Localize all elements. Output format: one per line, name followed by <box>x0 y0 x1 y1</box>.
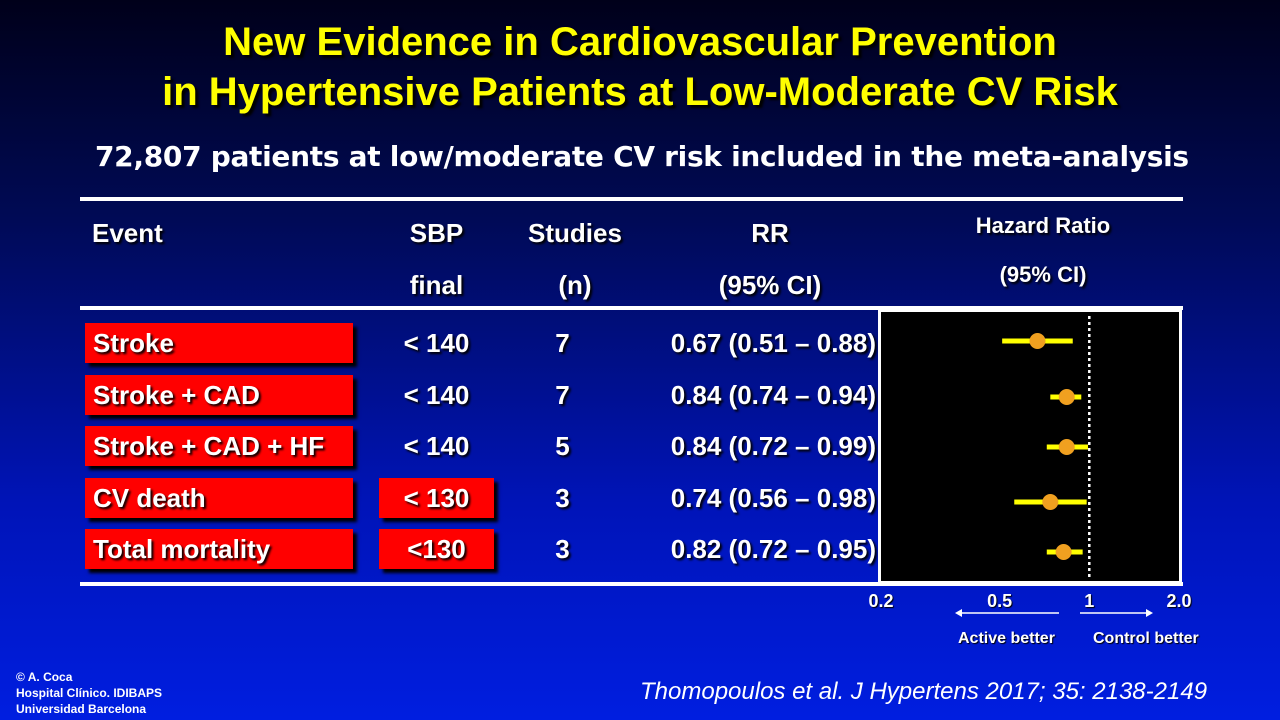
sbp-cell: < 140 <box>379 323 494 363</box>
header-event: Event <box>92 218 163 248</box>
rr-cell: 0.84 (0.74 – 0.94) <box>640 375 876 415</box>
title-line-2: in Hypertensive Patients at Low-Moderate… <box>162 70 1118 114</box>
sbp-value: < 140 <box>403 430 470 461</box>
rr-value: 0.74 (0.56 – 0.98) <box>670 482 876 513</box>
rr-cell: 0.84 (0.72 – 0.99) <box>640 426 876 466</box>
active-better-label: Active better <box>958 630 1055 647</box>
header-hazard-ratio-ci: (95% CI) <box>999 262 1087 287</box>
x-tick-label: 0.5 <box>987 591 1013 611</box>
table-header-rule <box>80 306 1183 310</box>
x-tick-label: 1 <box>1084 591 1095 611</box>
studies-cell: 7 <box>510 323 615 363</box>
left-arrow-head <box>955 609 962 617</box>
event-label: Stroke + CAD + HF <box>93 430 325 461</box>
title-line-1: New Evidence in Cardiovascular Preventio… <box>223 20 1057 64</box>
rr-cell: 0.82 (0.72 – 0.95) <box>640 529 876 569</box>
header-studies: Studies <box>528 218 622 248</box>
studies-cell: 5 <box>510 426 615 466</box>
control-better-label: Control better <box>1093 630 1199 647</box>
rr-value: 0.82 (0.72 – 0.95) <box>670 533 876 564</box>
x-tick-label: 2.0 <box>1166 591 1192 611</box>
event-box-stroke: Stroke <box>85 323 353 363</box>
sbp-value: < 130 <box>403 482 470 513</box>
studies-value: 3 <box>555 482 570 513</box>
x-tick-label: 0.2 <box>868 591 894 611</box>
event-label: Total mortality <box>93 533 271 564</box>
studies-cell: 7 <box>510 375 615 415</box>
rr-value: 0.67 (0.51 – 0.88) <box>670 327 876 358</box>
rr-value: 0.84 (0.72 – 0.99) <box>670 430 876 461</box>
header-hazard-ratio: Hazard Ratio <box>975 213 1111 238</box>
direction-arrows <box>955 609 1153 617</box>
sbp-value: < 140 <box>403 379 470 410</box>
event-box-total-mortality: Total mortality <box>85 529 353 569</box>
copyright: © A. Coca <box>16 670 73 684</box>
studies-value: 5 <box>555 430 570 461</box>
header-studies-n: (n) <box>558 270 592 300</box>
citation: Thomopoulos et al. J Hypertens 2017; 35:… <box>640 678 1208 705</box>
point-estimate-3 <box>1058 439 1075 455</box>
point-estimate-1 <box>1029 333 1046 349</box>
header-sbp: SBP <box>409 218 464 248</box>
studies-value: 7 <box>555 379 570 410</box>
table-bottom-rule <box>80 582 1183 586</box>
studies-cell: 3 <box>510 478 615 518</box>
point-estimate-4 <box>1042 494 1059 510</box>
institution-1: Hospital Clínico. IDIBAPS <box>16 686 163 700</box>
studies-value: 3 <box>555 533 570 564</box>
event-box-cv-death: CV death <box>85 478 353 518</box>
studies-cell: 3 <box>510 529 615 569</box>
event-box-stroke-cad-hf: Stroke + CAD + HF <box>85 426 353 466</box>
sbp-cell-highlighted: < 130 <box>379 478 494 518</box>
table-top-rule <box>80 197 1183 201</box>
point-estimate-5 <box>1055 544 1072 560</box>
sbp-cell: < 140 <box>379 426 494 466</box>
sbp-cell-highlighted: <130 <box>379 529 494 569</box>
header-sbp-final: final <box>409 270 464 300</box>
event-label: Stroke <box>93 327 174 358</box>
rr-value: 0.84 (0.74 – 0.94) <box>670 379 876 410</box>
subtitle: 72,807 patients at low/moderate CV risk … <box>95 140 1189 173</box>
event-label: Stroke + CAD <box>93 379 260 410</box>
event-label: CV death <box>93 482 206 513</box>
sbp-value: <130 <box>407 533 466 564</box>
header-rr: RR <box>751 218 789 248</box>
credits: © A. Coca Hospital Clínico. IDIBAPS Univ… <box>16 669 162 717</box>
header-rr-ci: (95% CI) <box>718 270 822 300</box>
rr-cell: 0.67 (0.51 – 0.88) <box>640 323 876 363</box>
right-arrow-head <box>1146 609 1153 617</box>
sbp-value: < 140 <box>403 327 470 358</box>
studies-value: 7 <box>555 327 570 358</box>
forest-plot-panel <box>878 309 1182 584</box>
point-estimate-2 <box>1058 389 1075 405</box>
sbp-cell: < 140 <box>379 375 494 415</box>
forest-plot <box>1002 316 1091 577</box>
event-box-stroke-cad: Stroke + CAD <box>85 375 353 415</box>
institution-2: Universidad Barcelona <box>16 702 147 716</box>
rr-cell: 0.74 (0.56 – 0.98) <box>640 478 876 518</box>
